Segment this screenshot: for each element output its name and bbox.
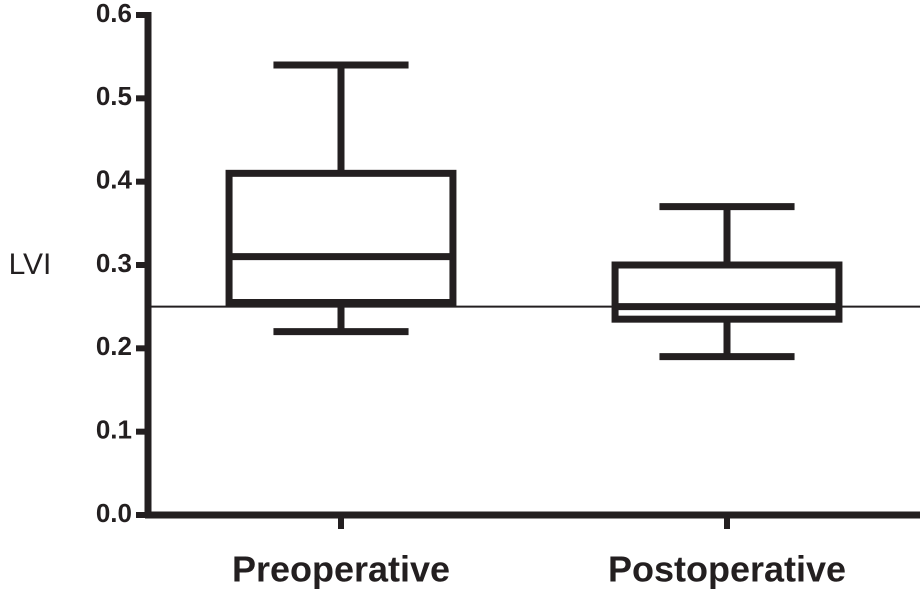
- y-tick-label: 0.0: [96, 498, 132, 528]
- y-axis-label: LVI: [9, 248, 52, 281]
- y-tick-label: 0.1: [96, 415, 132, 445]
- box: [611, 261, 843, 323]
- x-tick-label: Preoperative: [232, 549, 450, 590]
- y-tick-label: 0.6: [96, 0, 132, 28]
- y-tick-label: 0.4: [96, 165, 133, 195]
- y-tick-label: 0.5: [96, 81, 132, 111]
- x-tick-label: Postoperative: [608, 549, 846, 590]
- y-tick-label: 0.2: [96, 331, 132, 361]
- box: [225, 169, 457, 306]
- y-tick-label: 0.3: [96, 248, 132, 278]
